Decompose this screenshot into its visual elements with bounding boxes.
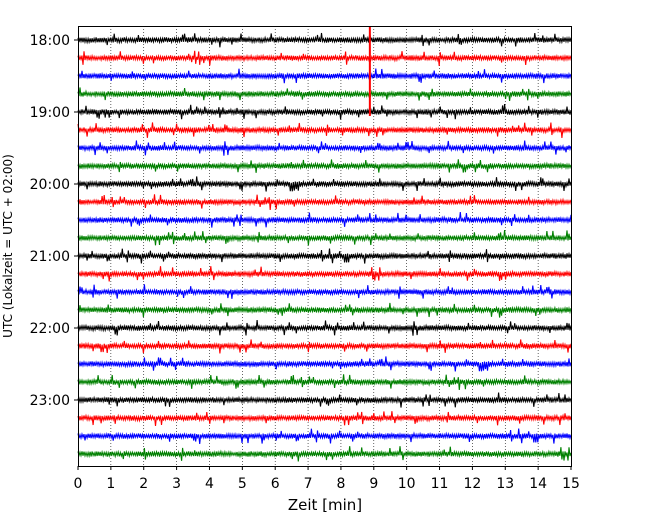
x-tick-label: 2 (139, 476, 148, 492)
x-tick-label: 1 (106, 476, 115, 492)
seismic-trace (77, 446, 572, 462)
seismic-trace (77, 248, 572, 264)
seismic-trace (77, 68, 572, 84)
x-tick-label: 5 (238, 476, 247, 492)
y-tick-label: 22:00 (30, 321, 70, 337)
x-tick-label: 4 (205, 476, 214, 492)
x-tick-label: 7 (304, 476, 313, 492)
seismic-trace (77, 104, 572, 120)
y-axis: 18:00 19:00 20:00 21:00 22:00 23:00 (30, 33, 78, 409)
x-tick-label: 14 (529, 476, 547, 492)
x-tick-label: 10 (398, 476, 416, 492)
x-tick-label: 15 (562, 476, 580, 492)
seismic-trace (77, 411, 572, 426)
seismic-trace (77, 212, 572, 228)
seismic-trace (77, 356, 572, 372)
x-tick-label: 11 (431, 476, 449, 492)
x-tick-label: 12 (463, 476, 481, 492)
plot-frame (78, 26, 572, 467)
seismic-trace (77, 87, 572, 101)
seismic-trace (77, 392, 572, 408)
seismic-trace (77, 140, 572, 156)
seismic-trace (77, 194, 572, 210)
grid-lines (110, 26, 539, 466)
seismic-trace (77, 229, 572, 246)
x-tick-label: 9 (369, 476, 378, 492)
x-tick-label: 13 (496, 476, 514, 492)
seismic-trace (77, 302, 572, 318)
seismic-trace (77, 320, 572, 336)
seismic-trace (77, 428, 572, 445)
x-tick-label: 0 (74, 476, 83, 492)
seismic-trace (77, 339, 572, 354)
seismic-trace (77, 176, 572, 192)
seismic-trace (77, 122, 572, 138)
y-tick-label: 20:00 (30, 177, 70, 193)
y-tick-label: 18:00 (30, 33, 70, 49)
x-tick-label: 6 (271, 476, 280, 492)
y-tick-label: 23:00 (30, 393, 70, 409)
x-tick-label: 3 (172, 476, 181, 492)
x-tick-label: 8 (336, 476, 345, 492)
x-axis-label: Zeit [min] (288, 496, 362, 514)
y-tick-label: 21:00 (30, 249, 70, 265)
seismic-traces (77, 26, 572, 462)
seismic-trace (77, 159, 572, 173)
y-axis-label: UTC (Lokalzeit = UTC + 02:00) (1, 154, 15, 338)
seismic-trace (77, 284, 572, 299)
x-axis: 0 1 2 3 4 5 6 7 8 9 10 11 12 13 14 15 (74, 466, 580, 492)
seismic-trace (77, 374, 572, 390)
y-tick-label: 19:00 (30, 105, 70, 121)
seismic-trace (77, 50, 572, 66)
seismic-trace (77, 266, 572, 282)
seismic-trace (77, 32, 572, 48)
